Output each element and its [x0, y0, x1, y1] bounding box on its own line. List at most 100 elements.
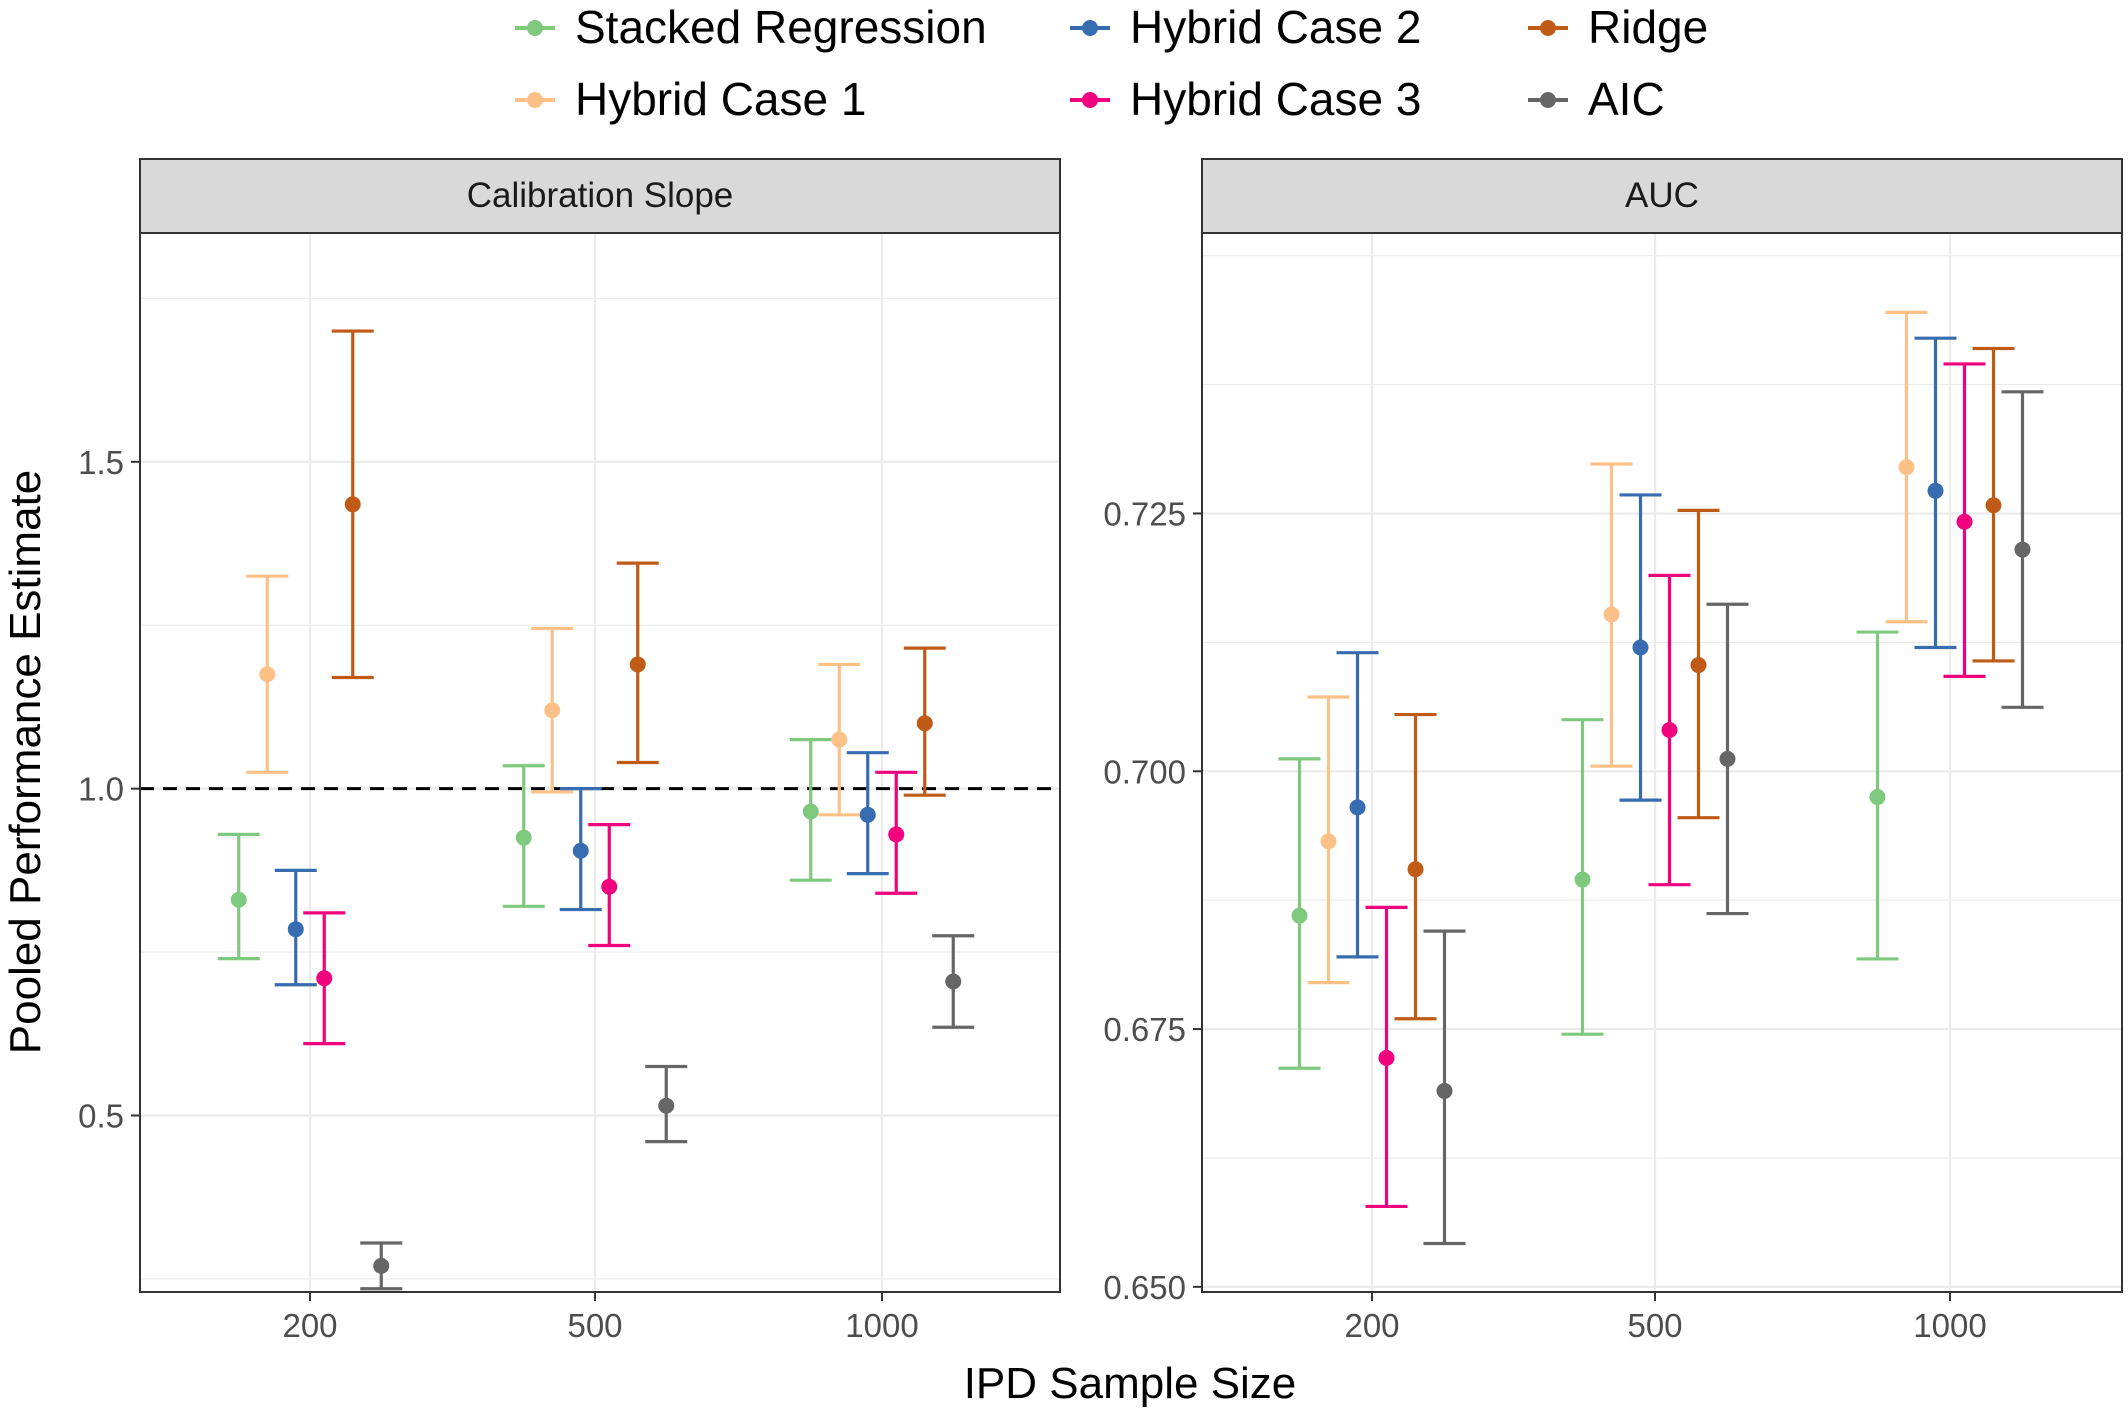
strip-background — [139, 158, 1061, 234]
x-tick-label: 200 — [1344, 1307, 1399, 1344]
legend-item: Hybrid Case 1 — [515, 73, 866, 125]
error-bar-point — [360, 1241, 403, 1291]
error-bar-point — [1278, 757, 1321, 1070]
strip-background — [1201, 158, 2123, 234]
y-axis-label: Pooled Performance Estimate — [1, 470, 50, 1055]
data-point — [1956, 513, 1973, 530]
error-bar-point — [875, 770, 918, 895]
data-point — [888, 826, 905, 843]
data-point — [316, 970, 333, 987]
error-bar-point — [1972, 346, 2015, 663]
panel-background — [1202, 233, 2122, 1292]
error-bar-point — [818, 662, 861, 817]
legend-item: Hybrid Case 2 — [1070, 1, 1421, 53]
data-point — [831, 731, 848, 748]
y-tick-label: 1.5 — [78, 444, 124, 481]
legend-key-point — [1082, 92, 1098, 108]
error-bar-point — [217, 832, 260, 961]
error-bar-point — [1394, 712, 1437, 1021]
error-bar-point — [846, 751, 889, 876]
data-point — [544, 702, 561, 719]
data-point — [1927, 482, 1944, 499]
y-tick-label: 0.650 — [1103, 1269, 1186, 1306]
data-point — [658, 1097, 675, 1114]
data-point — [2014, 541, 2031, 558]
data-point — [1603, 606, 1620, 623]
data-point — [1349, 799, 1366, 816]
error-bar-point — [1648, 573, 1691, 887]
marks — [1278, 310, 2044, 1246]
data-point — [1869, 789, 1886, 806]
data-point — [572, 842, 589, 859]
data-point — [1690, 657, 1707, 674]
error-bar-point — [1423, 929, 1466, 1246]
data-point — [1407, 861, 1424, 878]
error-bar-point — [645, 1064, 688, 1144]
error-bar-point — [1885, 310, 1928, 624]
data-point — [1378, 1049, 1395, 1066]
legend-label: AIC — [1588, 73, 1665, 125]
data-point — [945, 973, 962, 990]
x-tick-label: 200 — [282, 1307, 337, 1344]
data-point — [1632, 639, 1649, 656]
error-bar-point — [559, 787, 602, 912]
error-bar-point — [1561, 718, 1604, 1036]
marks — [217, 329, 975, 1291]
error-bar-point — [274, 868, 317, 987]
grid — [1202, 233, 2122, 1292]
error-bar-point — [616, 561, 659, 765]
data-point — [1291, 907, 1308, 924]
x-tick-label: 500 — [567, 1307, 622, 1344]
error-bar-point — [1706, 602, 1749, 916]
error-bar-point — [1336, 651, 1379, 959]
axes: 0.650 0.675 0.700 0.725 200 500 1000 — [1103, 495, 1986, 1344]
error-bar-point — [1619, 493, 1662, 802]
x-tick-label: 1000 — [1913, 1307, 1986, 1344]
error-bar-point — [903, 646, 946, 797]
error-bar-point — [588, 823, 631, 948]
data-point — [802, 803, 819, 820]
legend-label: Hybrid Case 3 — [1130, 73, 1421, 125]
legend-item: Hybrid Case 3 — [1070, 73, 1421, 125]
legend-label: Hybrid Case 1 — [575, 73, 866, 125]
error-bar-point — [1365, 905, 1408, 1209]
error-bar-point — [1677, 508, 1720, 820]
panel-title: Calibration Slope — [467, 176, 734, 215]
error-bar-point — [303, 911, 346, 1046]
error-bar-point — [932, 934, 975, 1029]
legend-item: Stacked Regression — [515, 1, 987, 53]
data-point — [629, 656, 646, 673]
data-point — [1661, 722, 1678, 739]
x-tick-label: 1000 — [845, 1307, 918, 1344]
y-tick-label: 1.0 — [78, 771, 124, 808]
data-point — [1985, 497, 2002, 514]
data-point — [515, 829, 532, 846]
legend-label: Stacked Regression — [575, 1, 987, 53]
data-point — [1436, 1082, 1453, 1099]
error-bar-point — [502, 764, 545, 908]
data-point — [287, 921, 304, 938]
x-tick-label: 500 — [1627, 1307, 1682, 1344]
error-bar-point — [1590, 462, 1633, 768]
data-point — [601, 878, 618, 895]
data-point — [916, 715, 933, 732]
data-point — [859, 806, 876, 823]
panel-calibration-slope: Calibration Slope 0.5 1.0 1.5 200 500 1000 — [78, 158, 1061, 1344]
legend-key-point — [1082, 20, 1098, 36]
error-bar-point — [531, 626, 574, 794]
data-point — [230, 891, 247, 908]
legend-item: Ridge — [1528, 1, 1708, 53]
data-point — [1898, 459, 1915, 476]
y-tick-label: 0.725 — [1103, 495, 1186, 532]
panel-background — [140, 233, 1060, 1292]
legend-label: Hybrid Case 2 — [1130, 1, 1421, 53]
legend-key-point — [1540, 20, 1556, 36]
data-point — [1574, 871, 1591, 888]
legend-key-point — [527, 20, 543, 36]
error-bar-point — [2001, 390, 2044, 709]
error-bar-point — [331, 329, 374, 680]
data-point — [344, 496, 361, 513]
legend: Stacked Regression Hybrid Case 1 Hybrid Ca… — [515, 1, 1708, 125]
data-point — [373, 1257, 390, 1274]
